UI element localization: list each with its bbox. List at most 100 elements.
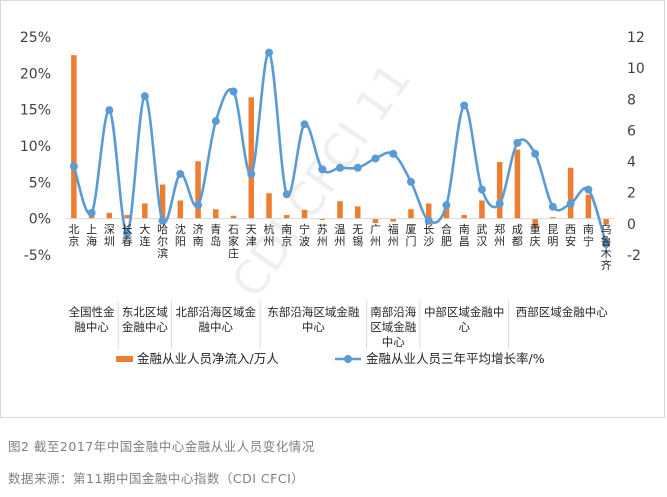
line-point xyxy=(247,170,256,179)
group-label: 南部沿海区域金融中心 xyxy=(370,305,416,349)
bar xyxy=(603,218,609,225)
right-tick-label: 0 xyxy=(627,217,636,233)
line-point xyxy=(176,170,185,179)
bar xyxy=(496,161,503,219)
category-label: 济南 xyxy=(193,222,204,248)
left-tick-label: 25% xyxy=(20,30,51,46)
bar xyxy=(461,215,467,219)
line-point xyxy=(194,201,203,210)
bar xyxy=(301,209,308,219)
line-point xyxy=(406,177,415,186)
group-labels: 全国性金融中心东北区域金融中心北部沿海区域金融中心东部沿海区域金融中心南部沿海区… xyxy=(69,301,608,349)
bar xyxy=(390,218,396,222)
line-point xyxy=(460,101,469,110)
category-label: 南京 xyxy=(281,223,292,248)
category-label: 厦门 xyxy=(405,223,416,248)
bar xyxy=(71,55,77,219)
line-point xyxy=(531,149,540,158)
bar xyxy=(585,194,592,219)
right-tick-label: 2 xyxy=(627,186,636,202)
category-label: 郑州 xyxy=(494,222,505,248)
bar xyxy=(354,206,361,219)
chart-frame: CDI CFCI 11 25% 20% 15% 10% 5% 0% -5% 12 10 8 6 4 2… xyxy=(0,0,665,418)
bar xyxy=(159,184,166,219)
line-point xyxy=(123,229,132,238)
left-tick-label: 5% xyxy=(29,175,51,191)
group-label: 东部沿海区域金融中心 xyxy=(267,305,359,334)
line-point xyxy=(424,216,433,225)
line-point xyxy=(389,149,398,158)
left-tick-label: 0% xyxy=(29,212,51,228)
right-tick-label: -2 xyxy=(627,248,641,264)
category-label: 沈阳 xyxy=(175,222,186,248)
category-label: 北京 xyxy=(68,223,79,248)
category-label: 武汉 xyxy=(476,223,487,248)
left-tick-label: 15% xyxy=(20,103,51,119)
category-label: 上海 xyxy=(86,223,97,248)
bar xyxy=(177,200,184,219)
group-label: 全国性金融中心 xyxy=(69,305,115,334)
category-label: 合肥 xyxy=(441,222,452,248)
line-point xyxy=(300,120,309,129)
group-label: 中部区域金融中心 xyxy=(424,305,505,334)
group-label: 北部沿海区域金融中心 xyxy=(176,305,257,334)
data-source: 数据来源：第11期中国金融中心指数（CDI CFCI） xyxy=(8,471,305,486)
group-label: 东北区域金融中心 xyxy=(122,305,168,334)
category-label: 南宁 xyxy=(583,223,594,248)
bar xyxy=(337,201,343,219)
line-point xyxy=(353,163,362,172)
line-point xyxy=(282,190,291,199)
bar xyxy=(230,215,237,219)
group-label: 西部区域金融中心 xyxy=(516,305,608,319)
category-label: 苏州 xyxy=(317,223,328,248)
right-axis: 12 10 8 6 4 2 0 -2 xyxy=(627,30,645,264)
series-line xyxy=(72,51,608,245)
chart: CDI CFCI 11 25%20%15%10%5%0%-5% 12108642… xyxy=(20,30,645,366)
left-tick-label: 20% xyxy=(20,66,51,82)
line-point xyxy=(140,92,149,101)
category-label: 宁波 xyxy=(299,222,310,248)
legend-marker xyxy=(344,355,352,363)
category-label: 无锡 xyxy=(352,223,363,248)
category-label: 长沙 xyxy=(423,223,434,248)
bar xyxy=(284,215,290,219)
line-point xyxy=(442,201,451,210)
category-label: 天津 xyxy=(246,223,257,248)
line-point xyxy=(566,199,575,208)
line-point xyxy=(105,106,114,115)
bar xyxy=(142,203,148,219)
right-tick-label: 6 xyxy=(627,123,636,139)
line-point xyxy=(318,165,327,174)
figure-caption: 图2 截至2017年中国金融中心金融从业人员变化情况 xyxy=(8,439,315,454)
category-label: 西安 xyxy=(565,223,576,248)
line-series xyxy=(69,48,611,249)
bar xyxy=(266,193,272,219)
bar xyxy=(408,209,414,219)
category-label: 青岛 xyxy=(210,223,221,248)
category-label: 昆明 xyxy=(547,223,558,248)
line-point xyxy=(584,185,593,194)
category-label: 广州 xyxy=(370,223,381,248)
category-label: 福州 xyxy=(388,222,399,248)
legend-swatch-bar xyxy=(116,356,133,362)
category-labels: 北京上海深圳长春大连哈尔滨沈阳济南青岛石家庄天津杭州南京宁波苏州温州无锡广州福州… xyxy=(68,222,611,272)
line-point xyxy=(495,199,504,208)
bar xyxy=(567,167,574,219)
line-point xyxy=(158,216,167,225)
category-label: 乌鲁木齐 xyxy=(601,222,612,272)
bar xyxy=(195,161,201,219)
legend-label-bar: 金融从业人员净流入/万人 xyxy=(137,351,279,366)
left-axis: 25% 20% 15% 10% 5% 0% -5% xyxy=(20,30,51,264)
bar xyxy=(532,218,538,228)
category-label: 哈尔滨 xyxy=(157,223,168,260)
bar xyxy=(479,200,485,219)
bar xyxy=(124,215,130,219)
category-label: 温州 xyxy=(335,223,346,248)
category-label: 杭州 xyxy=(264,222,275,248)
line-point xyxy=(548,202,557,211)
bar-series xyxy=(71,55,609,228)
bar xyxy=(213,209,219,219)
bar xyxy=(514,149,521,219)
right-tick-label: 10 xyxy=(627,61,645,77)
bar xyxy=(425,203,432,219)
